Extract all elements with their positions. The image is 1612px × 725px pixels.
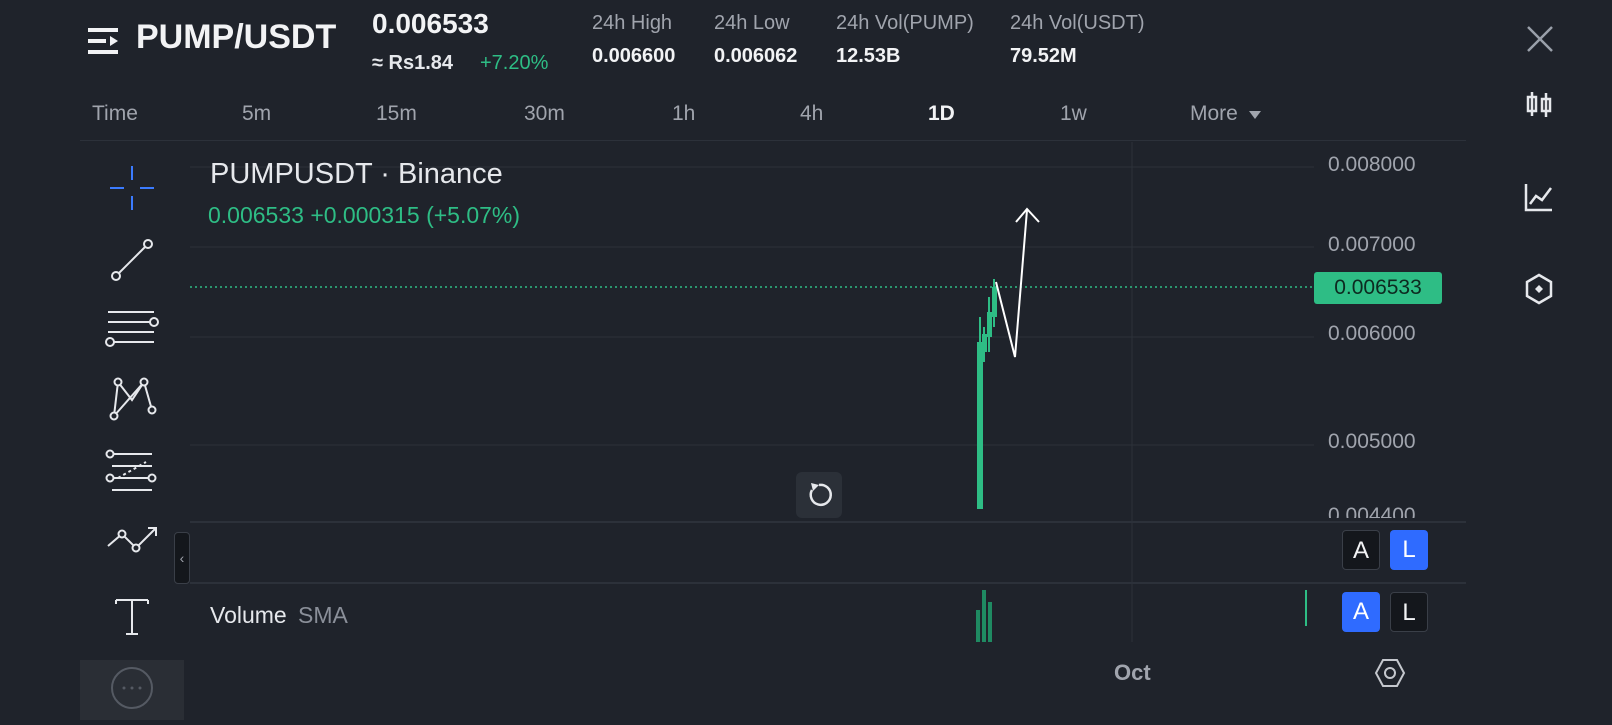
timeframe-bar: Time 5m 15m 30m 1h 4h 1D 1w More bbox=[80, 96, 1466, 141]
stat-vol-base-label: 24h Vol(PUMP) bbox=[836, 12, 974, 34]
candles bbox=[977, 279, 997, 509]
collapse-toolbar-button[interactable]: ‹ bbox=[174, 532, 190, 584]
tab-15m[interactable]: 15m bbox=[376, 102, 417, 125]
stat-vol-quote-label: 24h Vol(USDT) bbox=[1010, 12, 1145, 34]
drawn-arrow[interactable] bbox=[995, 207, 1040, 358]
last-price-badge: 0.006533 bbox=[1314, 272, 1442, 304]
y-tick-0.005: 0.005000 bbox=[1328, 430, 1416, 453]
auto-scale-button-volume[interactable]: A bbox=[1342, 592, 1380, 632]
horizontal-lines-icon[interactable] bbox=[104, 302, 160, 358]
more-icon bbox=[111, 667, 153, 709]
tab-more[interactable]: More bbox=[1190, 102, 1262, 126]
pair-title[interactable]: PUMP/USDT bbox=[136, 18, 337, 56]
text-icon[interactable] bbox=[104, 588, 160, 644]
caret-down-icon bbox=[1248, 111, 1261, 119]
more-label: More bbox=[1190, 102, 1238, 125]
pattern-icon[interactable] bbox=[104, 372, 160, 428]
stat-vol-base-value: 12.53B bbox=[836, 45, 901, 67]
tab-1d[interactable]: 1D bbox=[928, 102, 955, 125]
fiat-price: ≈ Rs1.84 bbox=[372, 52, 454, 74]
tab-time[interactable]: Time bbox=[92, 102, 138, 125]
crosshair-icon[interactable] bbox=[104, 160, 160, 216]
stat-low-value: 0.006062 bbox=[714, 45, 798, 67]
stat-high-value: 0.006600 bbox=[592, 45, 676, 67]
fib-icon[interactable] bbox=[104, 444, 160, 500]
tab-1w[interactable]: 1w bbox=[1060, 102, 1087, 125]
y-tick-0.007: 0.007000 bbox=[1328, 233, 1416, 256]
reset-chart-button[interactable] bbox=[796, 472, 842, 518]
tab-1h[interactable]: 1h bbox=[672, 102, 696, 125]
reset-icon bbox=[809, 483, 832, 507]
tab-4h[interactable]: 4h bbox=[800, 102, 824, 125]
tab-30m[interactable]: 30m bbox=[524, 102, 565, 125]
y-tick-0.0044: 0.004400 bbox=[1328, 504, 1416, 518]
trendline-icon[interactable] bbox=[104, 232, 160, 288]
path-icon[interactable] bbox=[104, 516, 160, 572]
change-percent: +7.20% bbox=[480, 52, 549, 74]
volume-sma-label: SMA bbox=[298, 602, 348, 628]
log-scale-button-main[interactable]: L bbox=[1390, 530, 1428, 570]
stat-low-label: 24h Low bbox=[714, 12, 790, 34]
line-chart-icon[interactable] bbox=[1522, 180, 1556, 214]
volume-label: Volume bbox=[210, 602, 287, 628]
close-icon[interactable] bbox=[1525, 24, 1555, 54]
stat-vol-quote-value: 79.52M bbox=[1010, 45, 1077, 67]
last-price: 0.006533 bbox=[372, 8, 489, 39]
indicator-icon[interactable] bbox=[1522, 272, 1556, 306]
tab-5m[interactable]: 5m bbox=[242, 102, 272, 125]
y-tick-0.006: 0.006000 bbox=[1328, 322, 1416, 345]
chart-symbol: PUMPUSDT · Binance bbox=[210, 158, 503, 190]
candlestick-icon[interactable] bbox=[1522, 88, 1556, 122]
more-tools-button[interactable] bbox=[80, 660, 184, 720]
volume-bars bbox=[976, 590, 1307, 642]
ohlc-readout: 0.006533 +0.000315 (+5.07%) bbox=[208, 202, 521, 228]
price-chart[interactable] bbox=[190, 142, 1466, 642]
x-tick-oct: Oct bbox=[1114, 660, 1151, 685]
menu-icon[interactable] bbox=[88, 26, 120, 56]
log-scale-button-volume[interactable]: L bbox=[1390, 592, 1428, 632]
auto-scale-button-main[interactable]: A bbox=[1342, 530, 1380, 570]
stat-high-label: 24h High bbox=[592, 12, 673, 34]
settings-icon[interactable] bbox=[1373, 656, 1407, 690]
y-tick-0.008: 0.008000 bbox=[1328, 153, 1416, 176]
